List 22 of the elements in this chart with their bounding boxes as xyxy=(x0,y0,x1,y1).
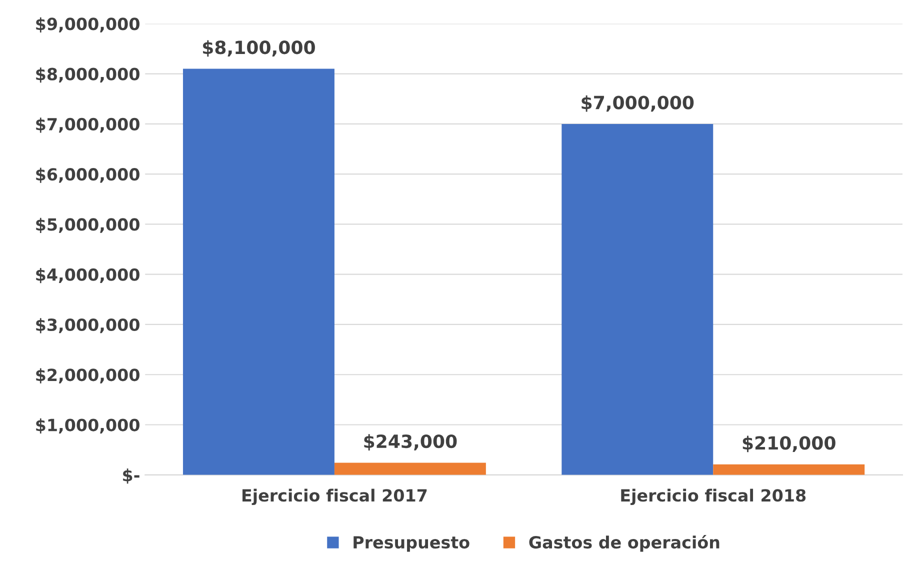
data-label: $7,000,000 xyxy=(582,95,694,112)
y-tick-label: $8,000,000 xyxy=(36,67,140,83)
y-tick-label: $9,000,000 xyxy=(36,17,140,32)
y-tick-label: $1,000,000 xyxy=(36,418,140,434)
y-tick-label: $4,000,000 xyxy=(36,268,140,284)
y-tick-label: $- xyxy=(123,468,140,484)
data-label: $8,100,000 xyxy=(203,40,315,57)
y-tick-label: $3,000,000 xyxy=(36,318,140,334)
y-tick-label: $2,000,000 xyxy=(36,368,140,384)
y-tick-label: $6,000,000 xyxy=(36,168,140,183)
x-tick-label: Ejercicio fiscal 2018 xyxy=(621,488,806,506)
data-label: $243,000 xyxy=(364,434,457,450)
legend-label: Gastos de operación xyxy=(529,535,720,552)
data-label: $210,000 xyxy=(742,436,836,452)
bar xyxy=(713,464,865,475)
y-tick-label: $7,000,000 xyxy=(36,118,140,133)
bar xyxy=(182,68,334,475)
bar xyxy=(334,462,486,475)
bar xyxy=(562,124,714,475)
y-tick-label: $5,000,000 xyxy=(36,218,140,234)
legend-label: Presupuesto xyxy=(354,536,470,552)
x-tick-label: Ejercicio fiscal 2017 xyxy=(242,488,427,506)
